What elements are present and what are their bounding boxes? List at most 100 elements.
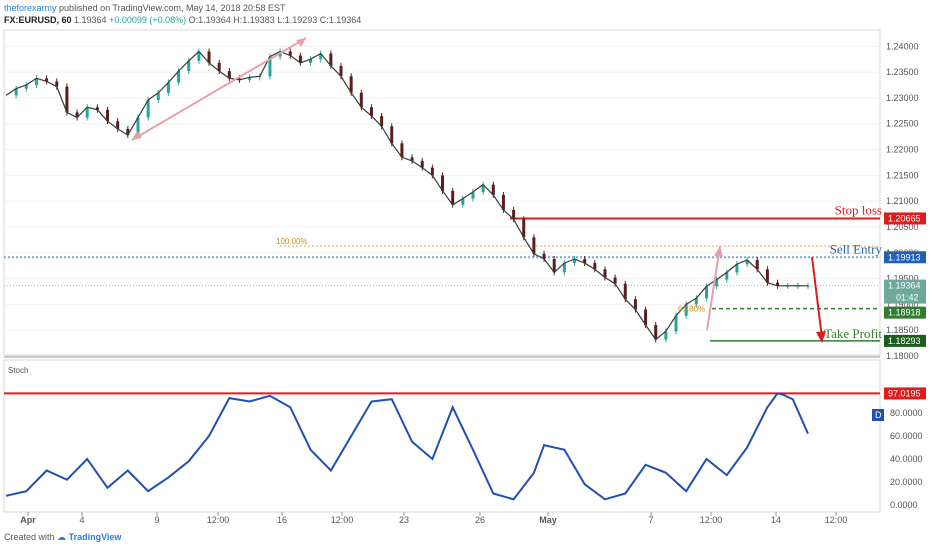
time-axis: Apr 4 9 12:00 16 12:00 23 26 May 7 12:00 14 12:00 [20, 512, 847, 525]
time-tick-label: 7 [648, 515, 653, 525]
stoch-d-badge: D [872, 409, 884, 421]
price-candle [613, 277, 617, 284]
last-price-value: 1.19364 [74, 15, 107, 25]
time-tick-label: 4 [79, 515, 84, 525]
price-candle [217, 62, 221, 72]
price-tick-label: 1.22500 [886, 119, 919, 129]
price-candle [765, 269, 769, 283]
time-tick-label: 23 [399, 515, 409, 525]
stoch-series [5, 392, 809, 501]
created-with-text: Created with [4, 532, 55, 542]
price-candle [85, 107, 89, 118]
svg-text:1.20665: 1.20665 [888, 213, 921, 223]
price-candle [268, 56, 272, 77]
price-candle [187, 60, 191, 72]
stoch-tick-label: 20.0000 [890, 477, 923, 487]
price-tick-label: 1.23000 [886, 93, 919, 103]
stoch-tick-label: 60.0000 [890, 431, 923, 441]
time-tick-label: 12:00 [700, 515, 723, 525]
price-candle [75, 112, 79, 118]
price-candle [349, 76, 353, 93]
time-tick-label: 26 [475, 515, 485, 525]
price-candle [136, 117, 140, 136]
time-tick-label: May [539, 515, 557, 525]
arrow-target [811, 256, 826, 343]
price-candle [501, 194, 505, 210]
price-tick-label: 1.20500 [886, 222, 919, 232]
publish-line: theforexarmy published on TradingView.co… [4, 2, 361, 14]
fib-618-price-badge: 1.18918 [884, 306, 926, 319]
price-candle [704, 286, 708, 299]
price-candle [654, 325, 658, 340]
price-candle [55, 81, 59, 87]
price-candle [471, 191, 475, 199]
stoch-tick-label: 80.0000 [890, 408, 923, 418]
price-candle [410, 157, 414, 161]
price-candle [116, 121, 120, 129]
price-candle [65, 86, 69, 113]
time-tick-label: 14 [771, 515, 781, 525]
svg-text:1.19364: 1.19364 [888, 281, 921, 291]
price-candle [156, 92, 160, 100]
price-candle [34, 78, 38, 86]
price-candle [633, 299, 637, 310]
price-candle [319, 53, 323, 60]
price-candle [420, 160, 424, 168]
price-candle [197, 51, 201, 61]
price-candle [441, 175, 445, 191]
ohlc-values: O:1.19364 H:1.19383 L:1.19293 C:1.19364 [188, 15, 362, 25]
svg-text:1.18293: 1.18293 [888, 336, 921, 346]
price-candle [45, 78, 49, 82]
stoch-axis: 80.0000 60.0000 40.0000 20.0000 0.0000 [890, 408, 923, 510]
price-candle [359, 92, 363, 108]
svg-text:D: D [875, 410, 882, 420]
price-candle [207, 51, 211, 63]
time-tick-label: 12:00 [825, 515, 848, 525]
price-candle [400, 143, 404, 158]
stoch-level-badge: 97.0195 [884, 387, 926, 400]
price-tick-label: 1.19500 [886, 274, 919, 284]
price-candle [461, 198, 465, 205]
last-price-badge: 1.19364 01:42 [884, 279, 926, 304]
price-candle [177, 71, 181, 83]
stop-loss-label: Stop loss [835, 202, 882, 217]
stoch-tick-label: 0.0000 [890, 500, 918, 510]
price-candle [146, 100, 150, 118]
price-candle [522, 219, 526, 238]
symbol-label[interactable]: FX:EURUSD, 60 [4, 15, 72, 25]
stop-loss-price-badge: 1.20665 [884, 212, 926, 225]
stoch-tick-label: 40.0000 [890, 454, 923, 464]
price-tick-label: 1.18000 [886, 351, 919, 361]
time-tick-label: 12:00 [207, 515, 230, 525]
price-candle [542, 253, 546, 259]
price-candle [715, 279, 719, 287]
time-tick-label: Apr [20, 515, 36, 525]
price-candle [106, 109, 110, 122]
price-candle [369, 107, 373, 116]
fib-618-label: 61.80% [678, 305, 705, 314]
stoch-title: Stoch [8, 366, 28, 375]
price-candle [248, 77, 252, 80]
price-candle [329, 53, 333, 66]
take-profit-price-badge: 1.18293 [884, 334, 926, 347]
tradingview-brand[interactable]: TradingView [68, 532, 122, 542]
price-candle [755, 260, 759, 270]
price-candle [562, 263, 566, 273]
price-candle [725, 272, 729, 280]
arrow-rally [131, 37, 307, 141]
price-candle [644, 309, 648, 326]
price-candle [481, 184, 485, 192]
price-candle [309, 59, 313, 63]
price-candle [512, 209, 516, 220]
time-tick-label: 12:00 [331, 515, 354, 525]
author-link[interactable]: theforexarmy [4, 3, 57, 13]
price-tick-label: 1.23500 [886, 67, 919, 77]
price-tick-label: 1.19000 [886, 299, 919, 309]
price-candle [603, 269, 607, 278]
price-candle [95, 107, 99, 110]
take-profit-label: Take Profit [824, 326, 882, 341]
svg-text:1.19913: 1.19913 [888, 252, 921, 262]
price-candle [745, 260, 749, 265]
price-candle [166, 82, 170, 93]
